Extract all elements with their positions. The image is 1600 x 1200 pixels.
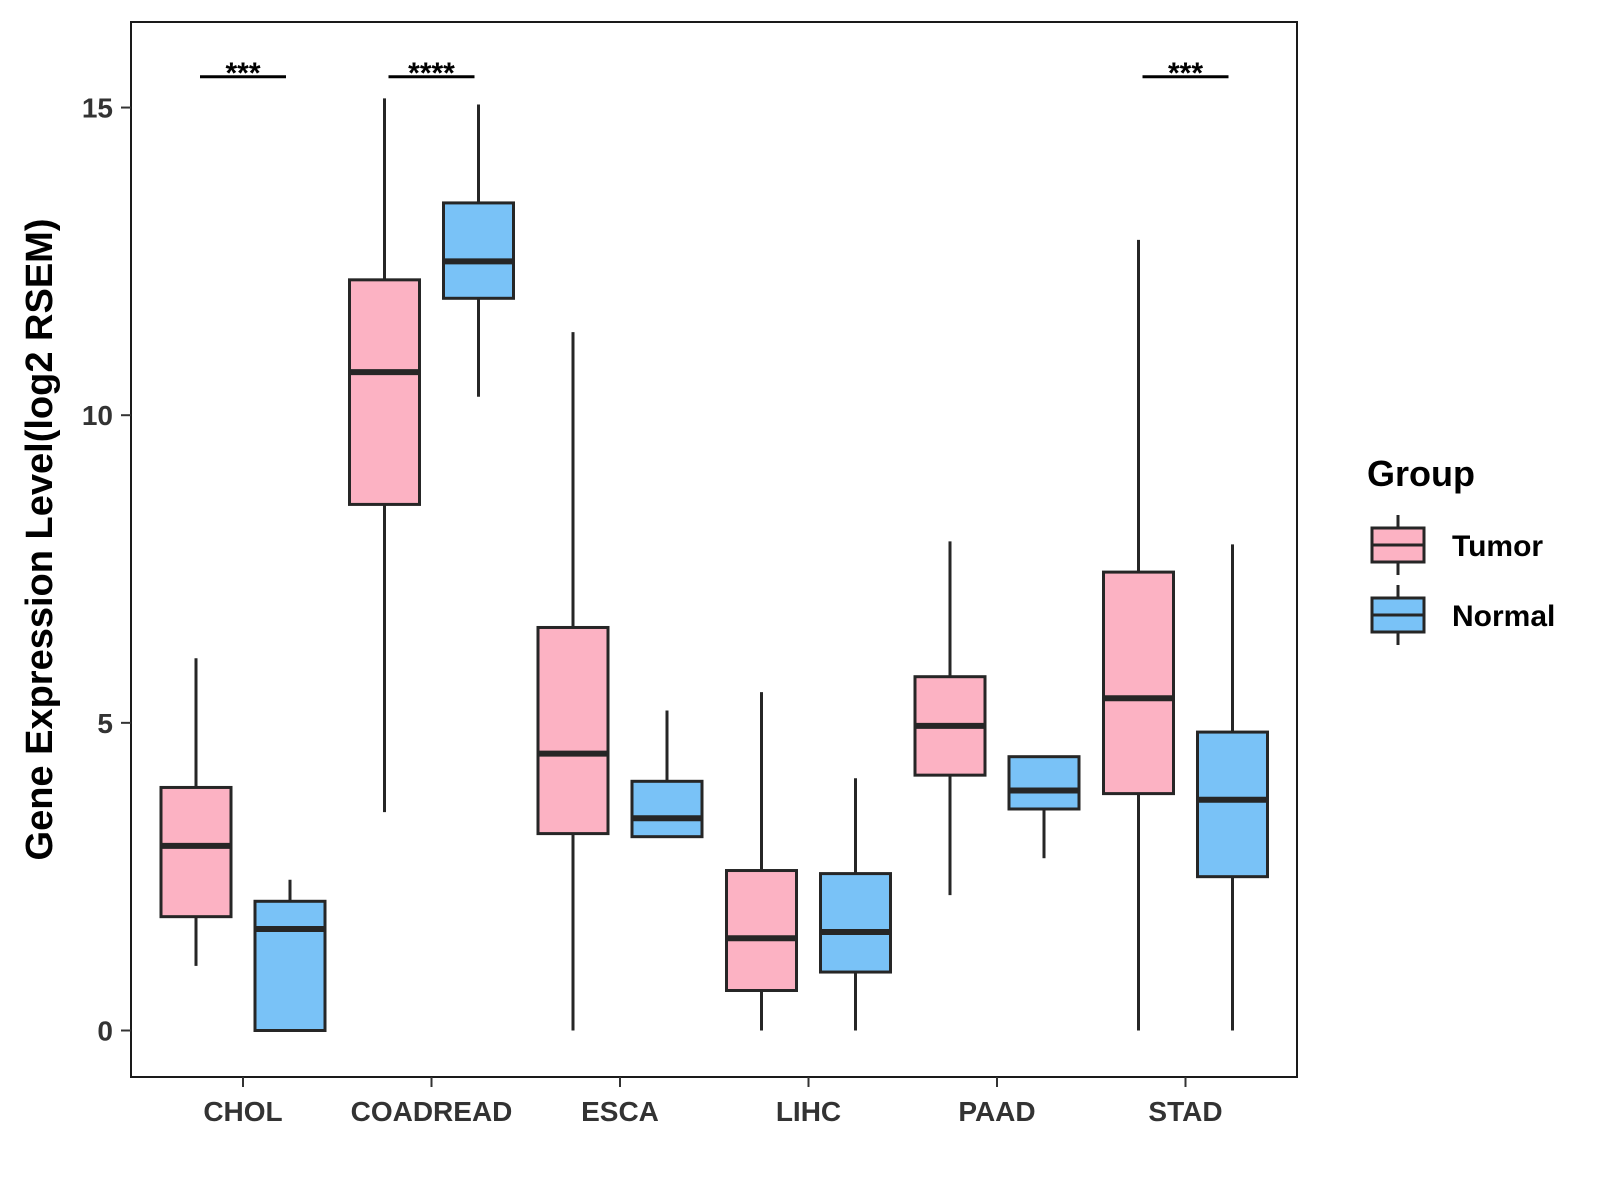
significance-annotations: *** **** *** xyxy=(200,57,1229,90)
box-tumor-stad xyxy=(1102,239,1175,1031)
box-normal-stad xyxy=(1196,544,1269,1031)
x-tick-label-esca: ESCA xyxy=(581,1096,659,1127)
legend-label-normal: Normal xyxy=(1452,600,1555,633)
legend-entry-tumor: Tumor xyxy=(1370,515,1543,575)
legend-title: Group xyxy=(1367,453,1475,494)
box-series xyxy=(159,98,1269,1032)
box-tumor-paad xyxy=(913,541,987,896)
x-tick-label-chol: CHOL xyxy=(203,1096,282,1127)
box-tumor-lihc-iqr-box xyxy=(725,869,798,993)
x-tick-label-coadread: COADREAD xyxy=(351,1096,513,1127)
series-normal xyxy=(253,104,1269,1032)
box-tumor-chol-iqr-box xyxy=(159,785,233,919)
box-normal-lihc xyxy=(819,778,892,1031)
box-normal-coadread-iqr-box xyxy=(442,201,515,300)
x-tick-label-lihc: LIHC xyxy=(776,1096,841,1127)
sig-label-stad: *** xyxy=(1168,57,1203,90)
y-tick-label-15: 15 xyxy=(82,93,113,124)
legend: Group Tumor Normal xyxy=(1367,453,1555,645)
box-normal-chol-iqr-box xyxy=(253,899,327,1032)
y-tick-label-5: 5 xyxy=(97,708,113,739)
box-normal-lihc-iqr-box xyxy=(819,872,892,974)
x-tick-label-stad: STAD xyxy=(1148,1096,1222,1127)
box-normal-paad-iqr-box xyxy=(1007,755,1081,811)
box-normal-esca xyxy=(630,710,704,839)
box-tumor-stad-iqr-box xyxy=(1102,570,1175,796)
box-normal-stad-iqr-box xyxy=(1196,730,1269,879)
box-tumor-coadread-iqr-box xyxy=(348,278,421,506)
box-normal-coadread xyxy=(442,104,515,397)
box-normal-paad xyxy=(1007,755,1081,859)
y-tick-label-10: 10 xyxy=(82,400,113,431)
box-tumor-lihc xyxy=(725,692,798,1031)
box-tumor-coadread xyxy=(348,98,421,813)
legend-label-tumor: Tumor xyxy=(1452,530,1543,563)
y-axis: 0 5 10 15 xyxy=(82,93,131,1047)
y-tick-label-0: 0 xyxy=(97,1016,113,1047)
series-tumor xyxy=(159,98,1175,1031)
box-tumor-esca xyxy=(536,332,610,1031)
x-axis: CHOL COADREAD ESCA LIHC PAAD STAD xyxy=(203,1077,1223,1127)
sig-label-coadread: **** xyxy=(408,57,455,90)
box-tumor-esca-iqr-box xyxy=(536,625,610,836)
legend-entry-normal: Normal xyxy=(1370,585,1555,645)
box-tumor-chol xyxy=(159,658,233,966)
box-normal-esca-iqr-box xyxy=(630,779,704,839)
x-tick-label-paad: PAAD xyxy=(958,1096,1035,1127)
y-axis-title: Gene Expression Level(log2 RSEM) xyxy=(19,219,61,861)
box-normal-chol xyxy=(253,879,327,1032)
sig-label-chol: *** xyxy=(225,57,260,90)
